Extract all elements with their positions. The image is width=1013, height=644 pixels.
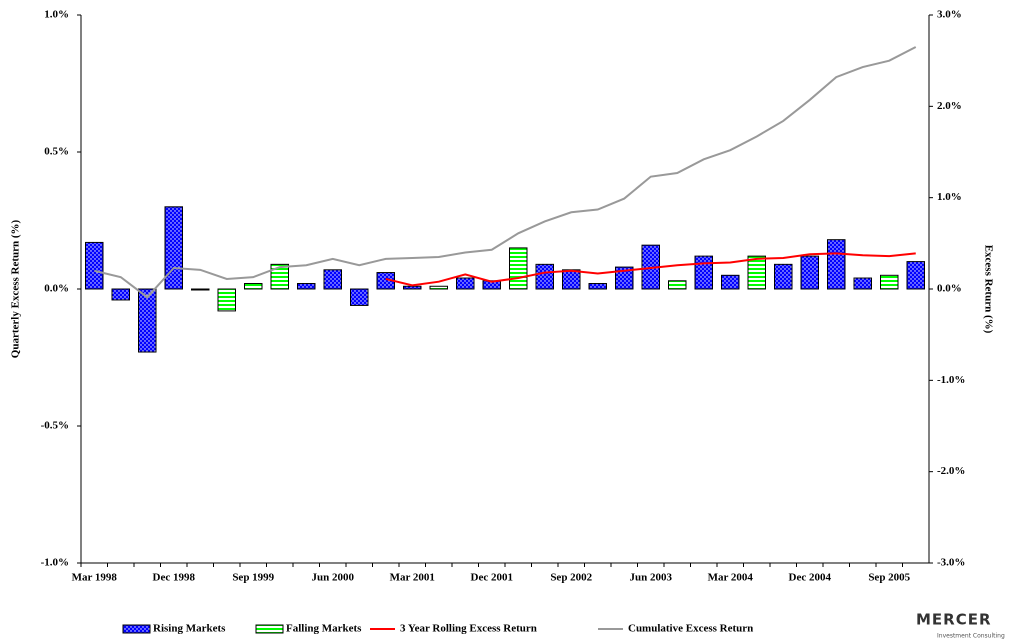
bar bbox=[323, 269, 342, 290]
line bbox=[94, 46, 917, 299]
x-tick-label: Dec 2004 bbox=[789, 572, 832, 584]
bar bbox=[138, 288, 157, 353]
bar bbox=[906, 261, 925, 290]
bar bbox=[747, 255, 766, 290]
bar bbox=[85, 241, 104, 290]
x-tick-label: Jun 2000 bbox=[312, 572, 355, 584]
bar bbox=[217, 288, 236, 312]
legend-label: 3 Year Rolling Excess Return bbox=[400, 623, 537, 635]
legend-swatch bbox=[255, 624, 284, 634]
x-tick-label: Mar 1998 bbox=[72, 572, 118, 584]
legend-swatch bbox=[122, 624, 151, 634]
y2-tick-label: -3.0% bbox=[937, 557, 965, 569]
y-tick-label: -0.5% bbox=[41, 420, 69, 432]
bar bbox=[429, 285, 448, 290]
legend-label: Cumulative Excess Return bbox=[628, 623, 753, 635]
bar bbox=[111, 288, 130, 301]
y2-tick-label: 3.0% bbox=[937, 9, 962, 21]
bar bbox=[297, 283, 316, 290]
line bbox=[385, 252, 916, 287]
y-tick-label: 0.5% bbox=[44, 146, 69, 158]
x-tick-label: Sep 1999 bbox=[232, 572, 274, 584]
bar bbox=[827, 239, 846, 290]
bar bbox=[191, 288, 210, 291]
bar bbox=[694, 255, 713, 290]
bar bbox=[509, 247, 528, 290]
bar bbox=[774, 263, 793, 290]
logo-tagline: Investment Consulting bbox=[937, 633, 1005, 640]
bar bbox=[668, 280, 687, 290]
y-tick-label: 1.0% bbox=[44, 9, 69, 21]
y2-tick-label: 2.0% bbox=[937, 100, 962, 112]
bar bbox=[721, 274, 740, 290]
bar bbox=[800, 255, 819, 290]
y2-axis-label: Excess Return (%) bbox=[982, 245, 994, 334]
y2-tick-label: 0.0% bbox=[937, 283, 962, 295]
x-tick-label: Jun 2003 bbox=[630, 572, 673, 584]
x-tick-label: Sep 2002 bbox=[550, 572, 592, 584]
bar bbox=[535, 263, 554, 290]
y2-tick-label: -1.0% bbox=[937, 374, 965, 386]
y2-tick-label: -2.0% bbox=[937, 465, 965, 477]
x-tick-label: Dec 1998 bbox=[153, 572, 196, 584]
bar bbox=[615, 266, 634, 290]
bar bbox=[244, 283, 263, 290]
y-tick-label: 0.0% bbox=[44, 283, 69, 295]
logo-name: MERCER bbox=[916, 611, 992, 629]
bar bbox=[350, 288, 369, 306]
legend-label: Falling Markets bbox=[286, 623, 362, 635]
bar bbox=[270, 263, 289, 290]
bar bbox=[880, 274, 899, 290]
bar bbox=[588, 283, 607, 290]
x-tick-label: Dec 2001 bbox=[471, 572, 513, 584]
y-axis-label: Quarterly Excess Return (%) bbox=[10, 219, 22, 358]
x-tick-label: Mar 2001 bbox=[390, 572, 435, 584]
legend-label: Rising Markets bbox=[153, 623, 226, 635]
y-tick-label: -1.0% bbox=[41, 557, 69, 569]
bar bbox=[853, 277, 872, 290]
y2-tick-label: 1.0% bbox=[937, 191, 962, 203]
bar bbox=[403, 285, 422, 290]
bar bbox=[456, 277, 475, 290]
x-tick-label: Sep 2005 bbox=[868, 572, 910, 584]
bar bbox=[562, 269, 581, 290]
bar bbox=[164, 206, 183, 290]
x-tick-label: Mar 2004 bbox=[708, 572, 754, 584]
